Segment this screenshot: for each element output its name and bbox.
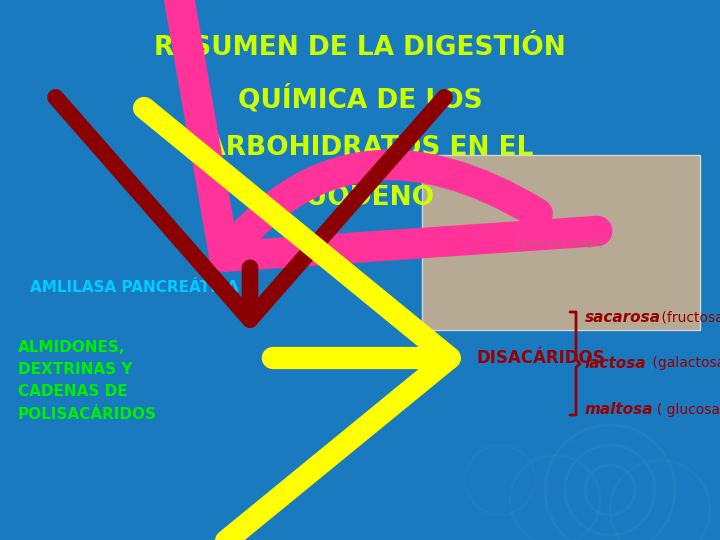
Text: RESUMEN DE LA DIGESTIÓN: RESUMEN DE LA DIGESTIÓN bbox=[154, 35, 566, 61]
Text: ( glucosa + glucosa): ( glucosa + glucosa) bbox=[648, 403, 720, 417]
Text: ALMIDONES,
DEXTRINAS Y
CADENAS DE
POLISACÁRIDOS: ALMIDONES, DEXTRINAS Y CADENAS DE POLISA… bbox=[18, 340, 157, 422]
Text: QUÍMICA DE LOS: QUÍMICA DE LOS bbox=[238, 85, 482, 113]
Text: (galactosa + glucosa ): (galactosa + glucosa ) bbox=[648, 356, 720, 370]
Bar bbox=[422, 155, 700, 330]
Text: AMLILASA PANCREÁTICA: AMLILASA PANCREÁTICA bbox=[30, 280, 238, 295]
Text: (fructosa + glucosa): (fructosa + glucosa) bbox=[657, 311, 720, 325]
Text: lactosa: lactosa bbox=[585, 355, 647, 370]
Text: DUODENO: DUODENO bbox=[285, 185, 435, 211]
Text: [pancreas image]: [pancreas image] bbox=[517, 238, 603, 248]
Text: sacarosa: sacarosa bbox=[585, 310, 661, 326]
Text: maltosa: maltosa bbox=[585, 402, 654, 417]
Text: DISACÁRIDOS: DISACÁRIDOS bbox=[476, 349, 605, 367]
Text: CARBOHIDRATOS EN EL: CARBOHIDRATOS EN EL bbox=[186, 135, 534, 161]
